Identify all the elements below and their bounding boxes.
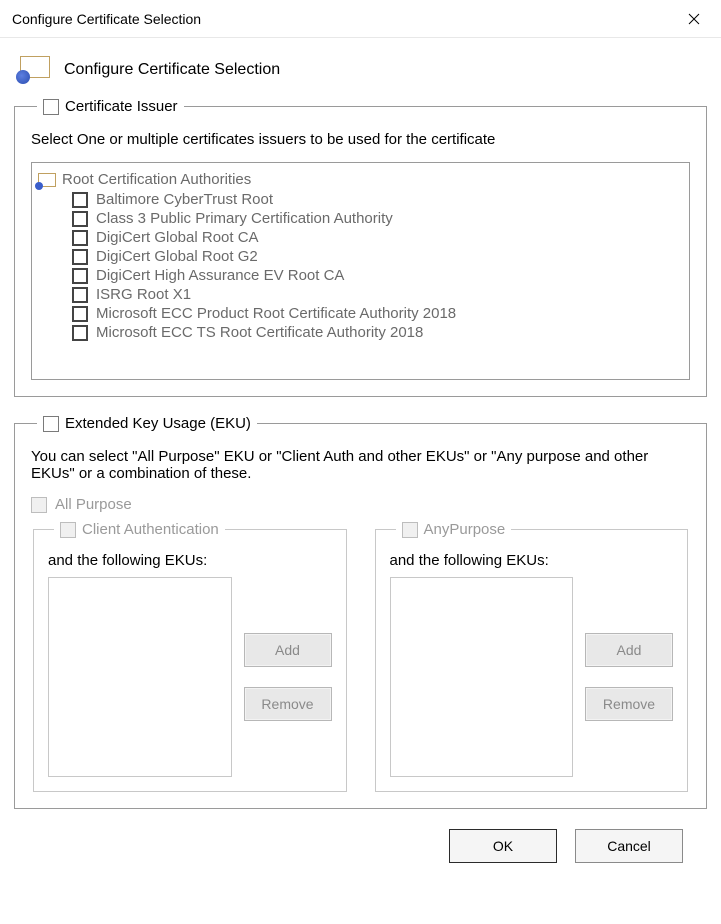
any-purpose-listbox[interactable] bbox=[390, 577, 574, 777]
certificate-issuer-description: Select One or multiple certificates issu… bbox=[31, 131, 690, 148]
certificate-issuer-group: Certificate Issuer Select One or multipl… bbox=[14, 98, 707, 397]
issuer-label: ISRG Root X1 bbox=[96, 286, 191, 303]
eku-description: You can select "All Purpose" EKU or "Cli… bbox=[31, 448, 690, 482]
cancel-button[interactable]: Cancel bbox=[575, 829, 683, 863]
page-title: Configure Certificate Selection bbox=[64, 61, 280, 79]
close-icon bbox=[688, 13, 700, 25]
client-auth-add-button[interactable]: Add bbox=[244, 633, 332, 667]
dialog-content: Configure Certificate Selection Certific… bbox=[0, 38, 721, 871]
tree-item[interactable]: DigiCert Global Root G2 bbox=[38, 247, 683, 266]
issuer-label: Baltimore CyberTrust Root bbox=[96, 191, 273, 208]
all-purpose-checkbox bbox=[31, 497, 47, 513]
eku-label: Extended Key Usage (EKU) bbox=[65, 415, 251, 432]
client-auth-listbox[interactable] bbox=[48, 577, 232, 777]
client-auth-remove-button[interactable]: Remove bbox=[244, 687, 332, 721]
issuer-label: DigiCert Global Root CA bbox=[96, 229, 259, 246]
certificate-issuer-legend: Certificate Issuer bbox=[37, 98, 184, 115]
tree-item[interactable]: ISRG Root X1 bbox=[38, 285, 683, 304]
client-auth-legend: Client Authentication bbox=[54, 521, 225, 538]
tree-item[interactable]: DigiCert Global Root CA bbox=[38, 228, 683, 247]
client-auth-subdesc: and the following EKUs: bbox=[48, 552, 332, 569]
issuer-checkbox[interactable] bbox=[72, 211, 88, 227]
issuer-tree[interactable]: Root Certification Authorities Baltimore… bbox=[31, 162, 690, 380]
tree-item[interactable]: Microsoft ECC TS Root Certificate Author… bbox=[38, 323, 683, 342]
certificate-icon bbox=[16, 56, 54, 84]
issuer-label: Microsoft ECC Product Root Certificate A… bbox=[96, 305, 456, 322]
tree-item[interactable]: Microsoft ECC Product Root Certificate A… bbox=[38, 304, 683, 323]
issuer-label: Class 3 Public Primary Certification Aut… bbox=[96, 210, 393, 227]
issuer-label: Microsoft ECC TS Root Certificate Author… bbox=[96, 324, 423, 341]
any-purpose-subdesc: and the following EKUs: bbox=[390, 552, 674, 569]
certificate-issuer-checkbox[interactable] bbox=[43, 99, 59, 115]
issuer-checkbox[interactable] bbox=[72, 249, 88, 265]
issuer-checkbox[interactable] bbox=[72, 287, 88, 303]
issuer-checkbox[interactable] bbox=[72, 325, 88, 341]
issuer-checkbox[interactable] bbox=[72, 192, 88, 208]
client-auth-checkbox bbox=[60, 522, 76, 538]
eku-legend: Extended Key Usage (EKU) bbox=[37, 415, 257, 432]
any-purpose-add-button[interactable]: Add bbox=[585, 633, 673, 667]
close-button[interactable] bbox=[671, 4, 717, 34]
all-purpose-label: All Purpose bbox=[55, 496, 132, 513]
tree-item[interactable]: Class 3 Public Primary Certification Aut… bbox=[38, 209, 683, 228]
page-header: Configure Certificate Selection bbox=[16, 56, 707, 84]
certificate-icon bbox=[38, 173, 56, 187]
any-purpose-group: AnyPurpose and the following EKUs: Add R… bbox=[375, 521, 689, 792]
tree-root-label: Root Certification Authorities bbox=[62, 171, 251, 188]
eku-columns: Client Authentication and the following … bbox=[31, 521, 690, 792]
issuer-checkbox[interactable] bbox=[72, 268, 88, 284]
eku-group: Extended Key Usage (EKU) You can select … bbox=[14, 415, 707, 809]
any-purpose-label: AnyPurpose bbox=[424, 521, 506, 538]
all-purpose-row: All Purpose bbox=[31, 496, 690, 513]
issuer-checkbox[interactable] bbox=[72, 306, 88, 322]
any-purpose-checkbox bbox=[402, 522, 418, 538]
ok-button[interactable]: OK bbox=[449, 829, 557, 863]
any-purpose-remove-button[interactable]: Remove bbox=[585, 687, 673, 721]
tree-item[interactable]: DigiCert High Assurance EV Root CA bbox=[38, 266, 683, 285]
issuer-label: DigiCert High Assurance EV Root CA bbox=[96, 267, 344, 284]
certificate-issuer-label: Certificate Issuer bbox=[65, 98, 178, 115]
tree-item[interactable]: Baltimore CyberTrust Root bbox=[38, 190, 683, 209]
client-auth-group: Client Authentication and the following … bbox=[33, 521, 347, 792]
window-title: Configure Certificate Selection bbox=[12, 11, 201, 27]
eku-checkbox[interactable] bbox=[43, 416, 59, 432]
dialog-buttons: OK Cancel bbox=[14, 827, 707, 863]
client-auth-label: Client Authentication bbox=[82, 521, 219, 538]
any-purpose-legend: AnyPurpose bbox=[396, 521, 512, 538]
tree-root[interactable]: Root Certification Authorities bbox=[38, 169, 683, 190]
titlebar: Configure Certificate Selection bbox=[0, 0, 721, 38]
issuer-label: DigiCert Global Root G2 bbox=[96, 248, 258, 265]
issuer-checkbox[interactable] bbox=[72, 230, 88, 246]
